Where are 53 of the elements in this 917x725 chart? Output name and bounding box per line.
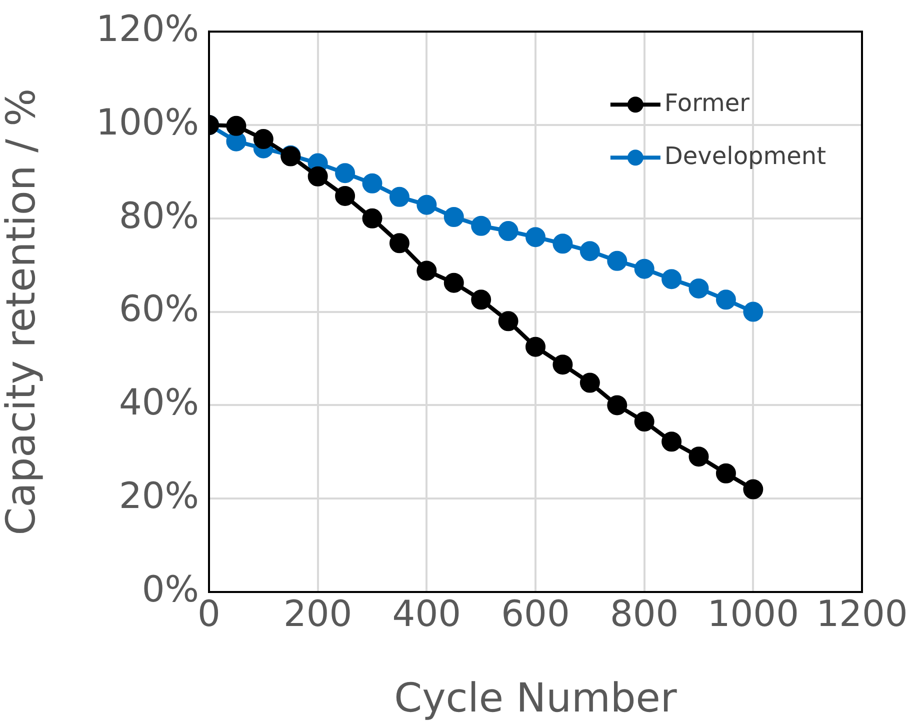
point: [743, 479, 764, 500]
point: [526, 336, 546, 357]
point: [416, 260, 437, 281]
point: [362, 208, 382, 228]
point: [552, 234, 573, 254]
x-tick-label: 800: [610, 594, 679, 635]
point: [335, 186, 356, 206]
point: [688, 278, 709, 298]
point: [416, 194, 437, 215]
point: [389, 233, 410, 254]
point: [580, 241, 600, 262]
point: [362, 173, 382, 194]
point: [743, 302, 764, 322]
point: [716, 290, 736, 310]
y-tick-label: 40%: [118, 382, 199, 424]
y-tick-label: 20%: [118, 476, 199, 517]
point: [253, 129, 274, 150]
y-tick-label: 80%: [118, 196, 199, 237]
point: [634, 258, 654, 279]
x-tick-label: 1000: [707, 594, 799, 635]
x-tick-label: 200: [283, 594, 352, 635]
y-tick-label: 60%: [118, 289, 199, 330]
point: [580, 372, 600, 393]
point: [498, 221, 518, 242]
point: [444, 207, 464, 227]
point: [526, 227, 546, 248]
point: [552, 354, 573, 375]
point: [607, 395, 628, 416]
x-tick-label: 1200: [816, 594, 908, 635]
point: [662, 432, 682, 452]
y-axis-title: Capacity retention / %: [0, 88, 44, 536]
point: [688, 446, 709, 467]
point: [716, 463, 736, 484]
point: [607, 250, 628, 271]
point: [634, 412, 654, 432]
point: [498, 311, 518, 332]
point: [471, 216, 492, 236]
point: [444, 272, 464, 293]
point: [471, 290, 492, 310]
legend-label: Development: [664, 142, 826, 170]
point: [662, 269, 682, 290]
point: [335, 163, 356, 184]
y-tick-label: 120%: [96, 8, 199, 50]
y-tick-label: 100%: [96, 102, 199, 144]
x-tick-label: 0: [198, 594, 220, 635]
point: [308, 166, 328, 186]
legend-label: Former: [664, 88, 750, 117]
x-tick-label: 600: [501, 594, 570, 635]
x-tick-label: 400: [392, 594, 462, 635]
y-tick-label: 0%: [142, 569, 199, 610]
point: [389, 186, 410, 207]
x-axis-title: Cycle Number: [394, 675, 678, 722]
point: [226, 116, 246, 136]
